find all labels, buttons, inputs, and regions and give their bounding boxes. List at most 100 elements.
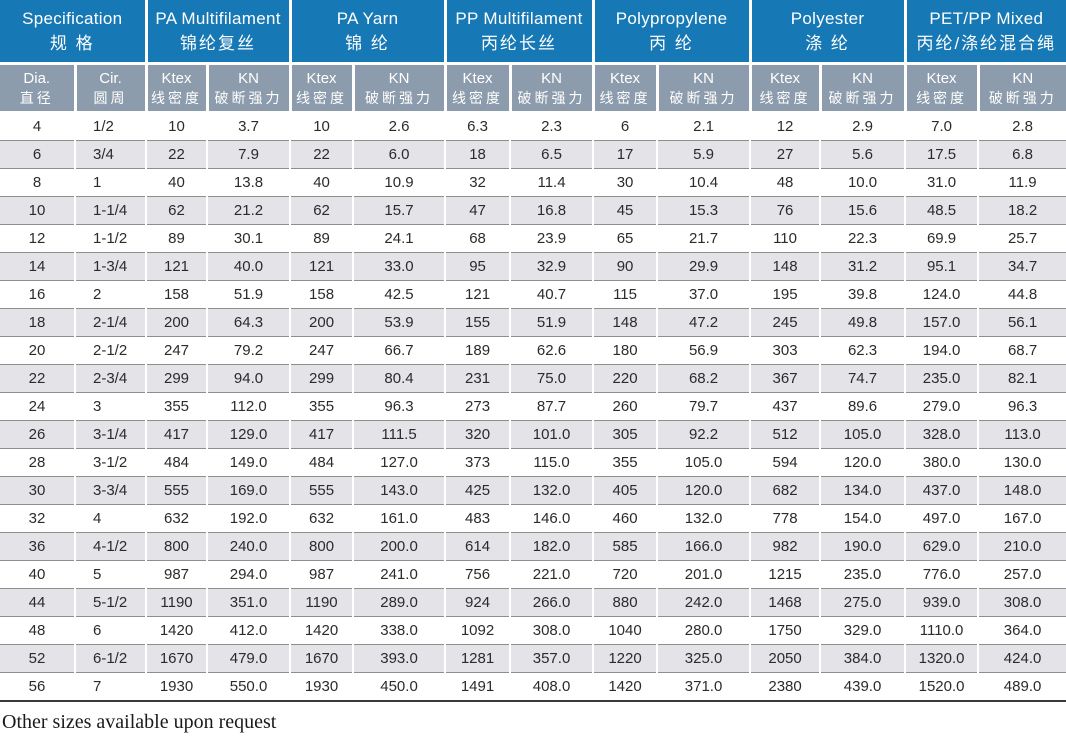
value-cell: 167.0	[978, 504, 1066, 533]
value-cell: 1930	[290, 672, 355, 702]
value-cell: 33.0	[353, 252, 447, 281]
value-cell: 555	[146, 476, 209, 505]
value-cell: 23.9	[510, 224, 595, 253]
value-cell: 40.0	[207, 252, 292, 281]
dia-cell: 44	[0, 588, 76, 617]
value-cell: 2050	[750, 644, 822, 673]
value-cell: 371.0	[657, 672, 752, 702]
value-cell: 982	[750, 532, 822, 561]
value-cell: 154.0	[820, 504, 907, 533]
value-cell: 460	[593, 504, 659, 533]
value-cell: 10	[146, 112, 209, 141]
value-cell: 48.5	[905, 196, 980, 225]
value-cell: 240.0	[207, 532, 292, 561]
subheader-en: KN	[1012, 70, 1034, 87]
value-cell: 10.4	[657, 168, 752, 197]
value-cell: 74.7	[820, 364, 907, 393]
subheader-zh: 线密度	[151, 90, 203, 106]
group-title-en: PET/PP Mixed	[929, 9, 1044, 28]
sub-header-row: Dia. 直径 Cir. 圆周 Ktex 线密度 KN 破断强力 Ktex 线密…	[0, 63, 1066, 113]
value-cell: 1190	[290, 588, 355, 617]
value-cell: 31.2	[820, 252, 907, 281]
value-cell: 1220	[593, 644, 659, 673]
value-cell: 62	[290, 196, 355, 225]
value-cell: 146.0	[510, 504, 595, 533]
value-cell: 189	[445, 336, 512, 365]
value-cell: 682	[750, 476, 822, 505]
subheader-ktex: Ktex 线密度	[146, 63, 209, 113]
value-cell: 247	[290, 336, 355, 365]
value-cell: 66.7	[353, 336, 447, 365]
value-cell: 40	[146, 168, 209, 197]
value-cell: 2.6	[353, 112, 447, 141]
dia-cell: 10	[0, 196, 76, 225]
table-row: 8 1 40 13.8 40 10.9 32 11.4 30 10.4 48 10.0 31.0 11.9	[0, 168, 1066, 197]
dia-cell: 4	[0, 112, 76, 141]
cir-cell: 3-3/4	[75, 476, 148, 505]
subheader-zh: 圆周	[93, 90, 128, 106]
table-row: 6 3/4 22 7.9 22 6.0 18 6.5 17 5.9 27 5.6 17.5 6.8	[0, 140, 1066, 169]
value-cell: 880	[593, 588, 659, 617]
value-cell: 6.0	[353, 140, 447, 169]
value-cell: 45	[593, 196, 659, 225]
subheader-en: Ktex	[462, 70, 493, 87]
dia-cell: 6	[0, 140, 76, 169]
dia-cell: 52	[0, 644, 76, 673]
value-cell: 22	[146, 140, 209, 169]
value-cell: 6.5	[510, 140, 595, 169]
value-cell: 25.7	[978, 224, 1066, 253]
table-row: 4 1/2 10 3.7 10 2.6 6.3 2.3 6 2.1 12 2.9 7.0 2.8	[0, 112, 1066, 141]
value-cell: 158	[146, 280, 209, 309]
value-cell: 594	[750, 448, 822, 477]
value-cell: 18.2	[978, 196, 1066, 225]
value-cell: 62	[146, 196, 209, 225]
group-title-zh: 丙 纶	[649, 34, 694, 53]
dia-cell: 28	[0, 448, 76, 477]
group-title-en: PP Multifilament	[455, 9, 583, 28]
value-cell: 111.5	[353, 420, 447, 449]
value-cell: 64.3	[207, 308, 292, 337]
subheader-zh: 线密度	[452, 90, 504, 106]
dia-cell: 20	[0, 336, 76, 365]
value-cell: 1491	[445, 672, 512, 702]
value-cell: 1110.0	[905, 616, 980, 645]
table-row: 10 1-1/4 62 21.2 62 15.7 47 16.8 45 15.3 76 15.6 48.…	[0, 196, 1066, 225]
table-row: 22 2-3/4 299 94.0 299 80.4 231 75.0 220 68.2 367 74…	[0, 364, 1066, 393]
value-cell: 115	[593, 280, 659, 309]
value-cell: 65	[593, 224, 659, 253]
dia-cell: 12	[0, 224, 76, 253]
table-row: 12 1-1/2 89 30.1 89 24.1 68 23.9 65 21.7 110 22.3 69…	[0, 224, 1066, 253]
value-cell: 30	[593, 168, 659, 197]
value-cell: 2.8	[978, 112, 1066, 141]
value-cell: 720	[593, 560, 659, 589]
value-cell: 555	[290, 476, 355, 505]
group-title-zh: 规 格	[49, 34, 95, 53]
value-cell: 44.8	[978, 280, 1066, 309]
value-cell: 96.3	[353, 392, 447, 421]
dia-cell: 48	[0, 616, 76, 645]
table-row: 48 6 1420 412.0 1420 338.0 1092 308.0 1040 280.0 1…	[0, 616, 1066, 645]
subheader-zh: 破断强力	[669, 90, 738, 106]
value-cell: 800	[290, 532, 355, 561]
value-cell: 373	[445, 448, 512, 477]
value-cell: 939.0	[905, 588, 980, 617]
value-cell: 384.0	[820, 644, 907, 673]
value-cell: 17.5	[905, 140, 980, 169]
cir-cell: 2	[75, 280, 148, 309]
table-row: 44 5-1/2 1190 351.0 1190 289.0 924 266.0 880 242.…	[0, 588, 1066, 617]
value-cell: 412.0	[207, 616, 292, 645]
value-cell: 10.0	[820, 168, 907, 197]
value-cell: 299	[146, 364, 209, 393]
cir-cell: 1-1/2	[75, 224, 148, 253]
cir-cell: 6	[75, 616, 148, 645]
dia-cell: 40	[0, 560, 76, 589]
subheader-en: Ktex	[770, 70, 801, 87]
dia-cell: 26	[0, 420, 76, 449]
group-title-zh: 丙纶长丝	[481, 34, 558, 53]
value-cell: 437.0	[905, 476, 980, 505]
value-cell: 48	[750, 168, 822, 197]
value-cell: 355	[146, 392, 209, 421]
value-cell: 299	[290, 364, 355, 393]
dia-cell: 14	[0, 252, 76, 281]
subheader-ktex: Ktex 线密度	[905, 63, 980, 113]
